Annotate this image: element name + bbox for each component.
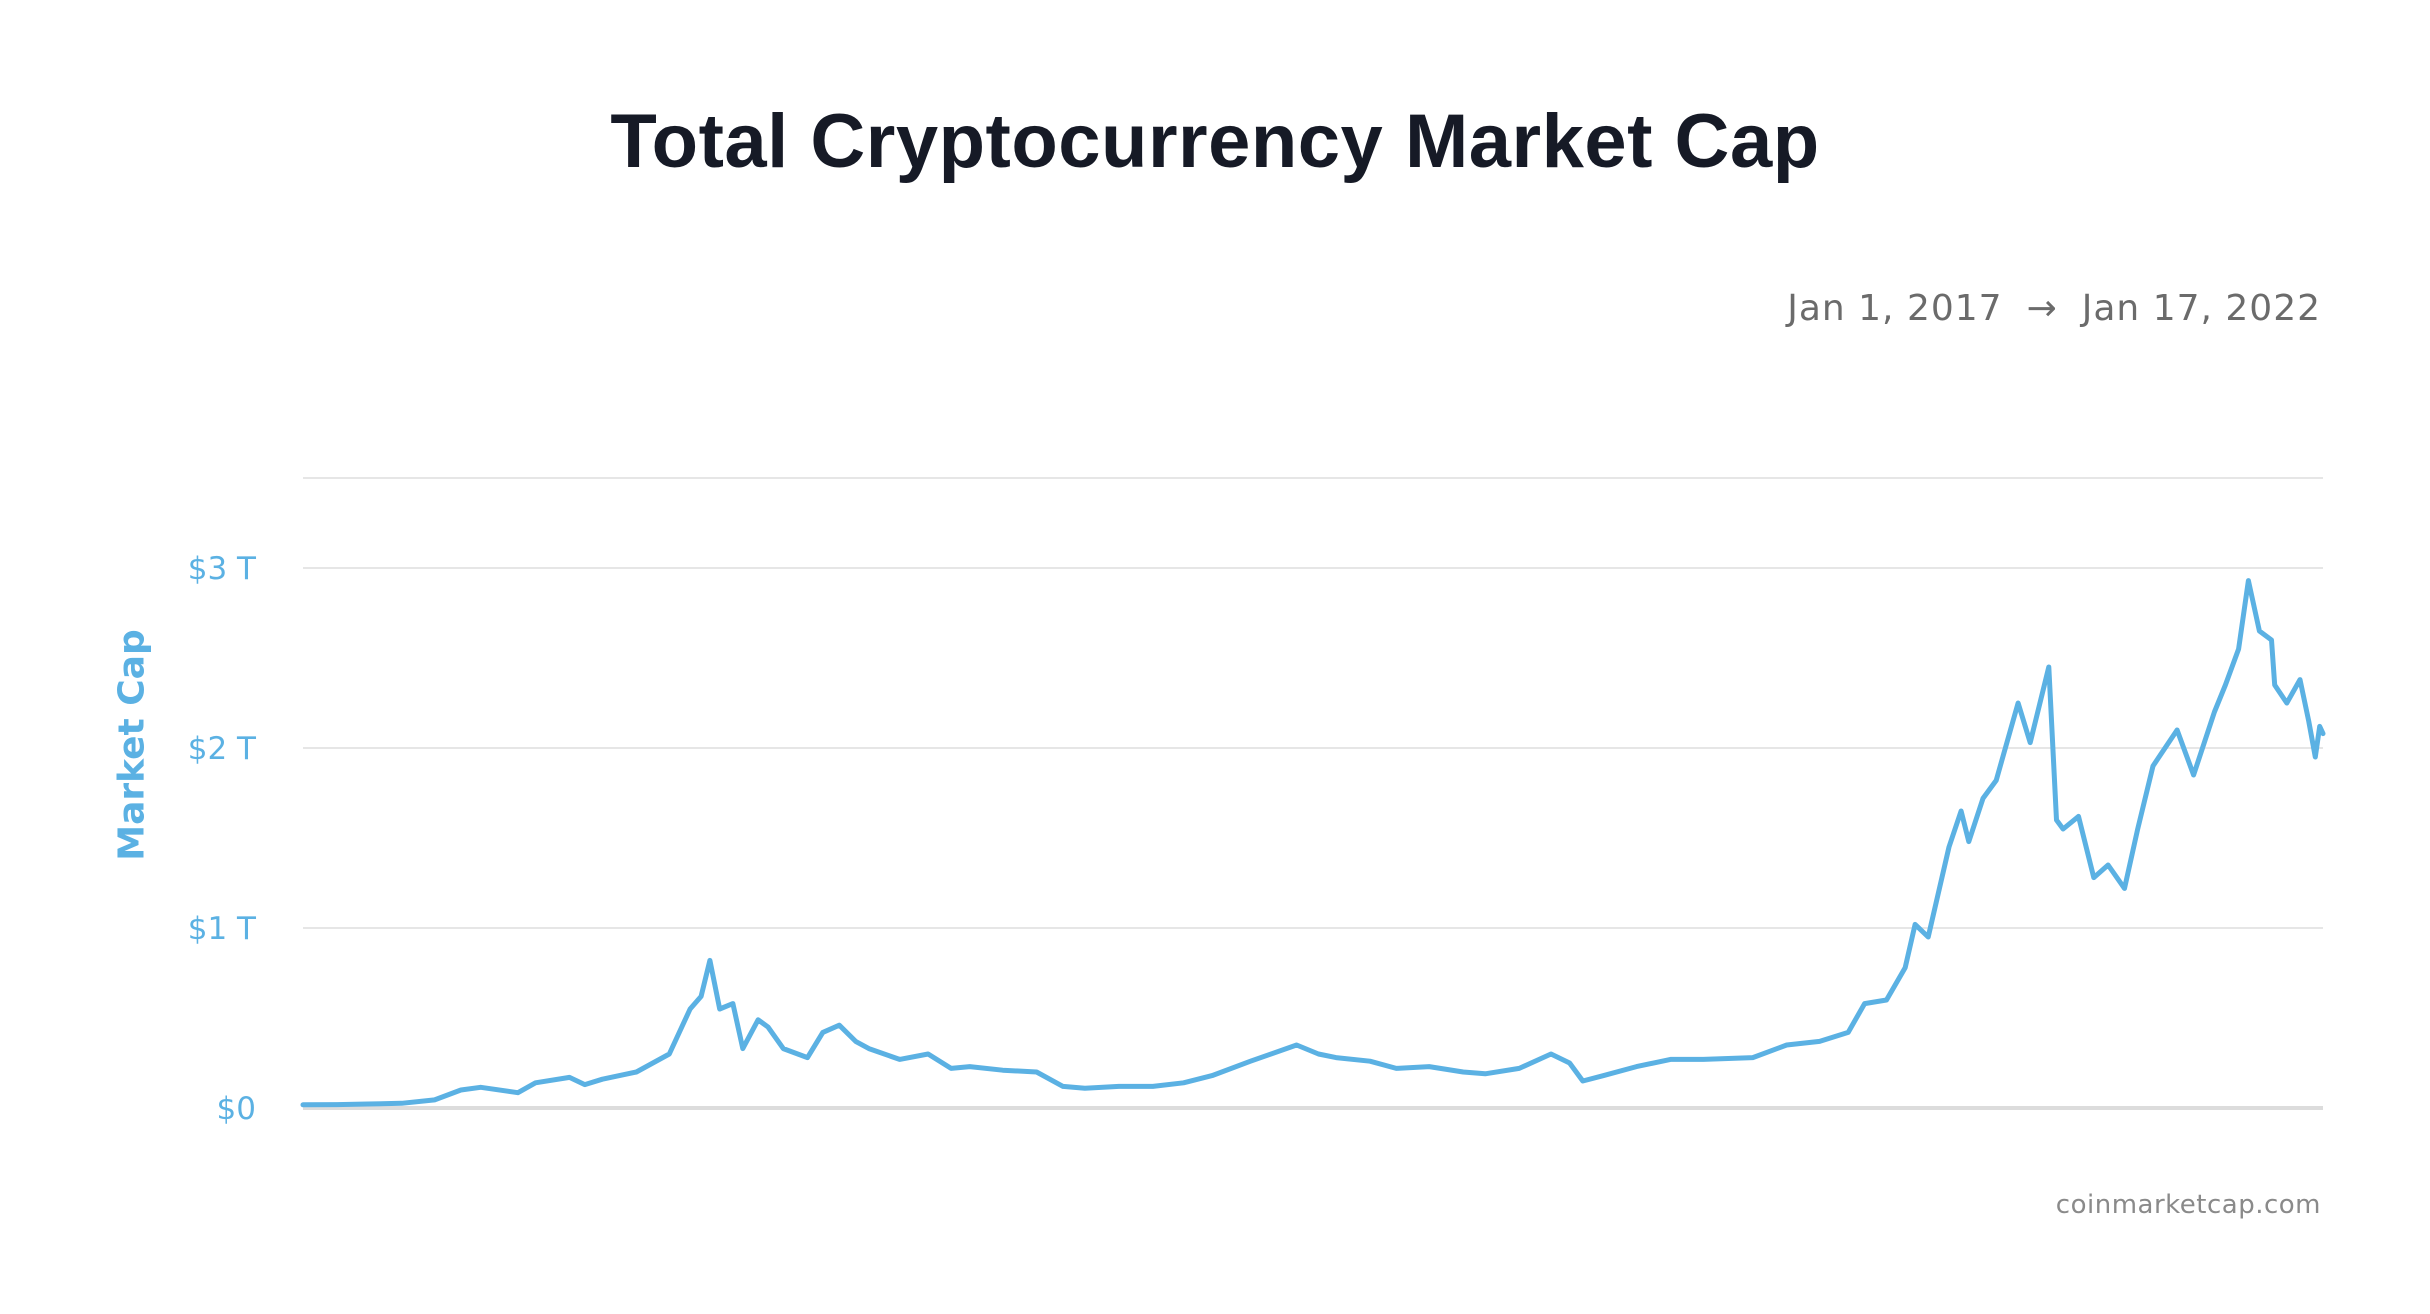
source-credit: coinmarketcap.com: [2055, 1190, 2321, 1220]
date-range-start: Jan 1, 2017: [1787, 288, 2003, 329]
chart-title: Total Cryptocurrency Market Cap: [610, 99, 1820, 184]
y-tick-label: $3 T: [188, 551, 257, 587]
date-range: Jan 1, 2017 → Jan 17, 2022: [1787, 288, 2321, 329]
series-layer: [300, 578, 2326, 1108]
y-tick-label: $0: [217, 1091, 256, 1127]
date-range-arrow: →: [2026, 288, 2058, 329]
y-tick-label: $1 T: [188, 911, 257, 947]
grid-lines: [303, 477, 2323, 1110]
y-axis-ticks: $0 $1 T $2 T $3 T: [188, 551, 257, 1127]
y-tick-label: $2 T: [188, 731, 257, 767]
date-range-end: Jan 17, 2022: [2081, 288, 2321, 329]
market-cap-line: [300, 578, 2326, 1108]
